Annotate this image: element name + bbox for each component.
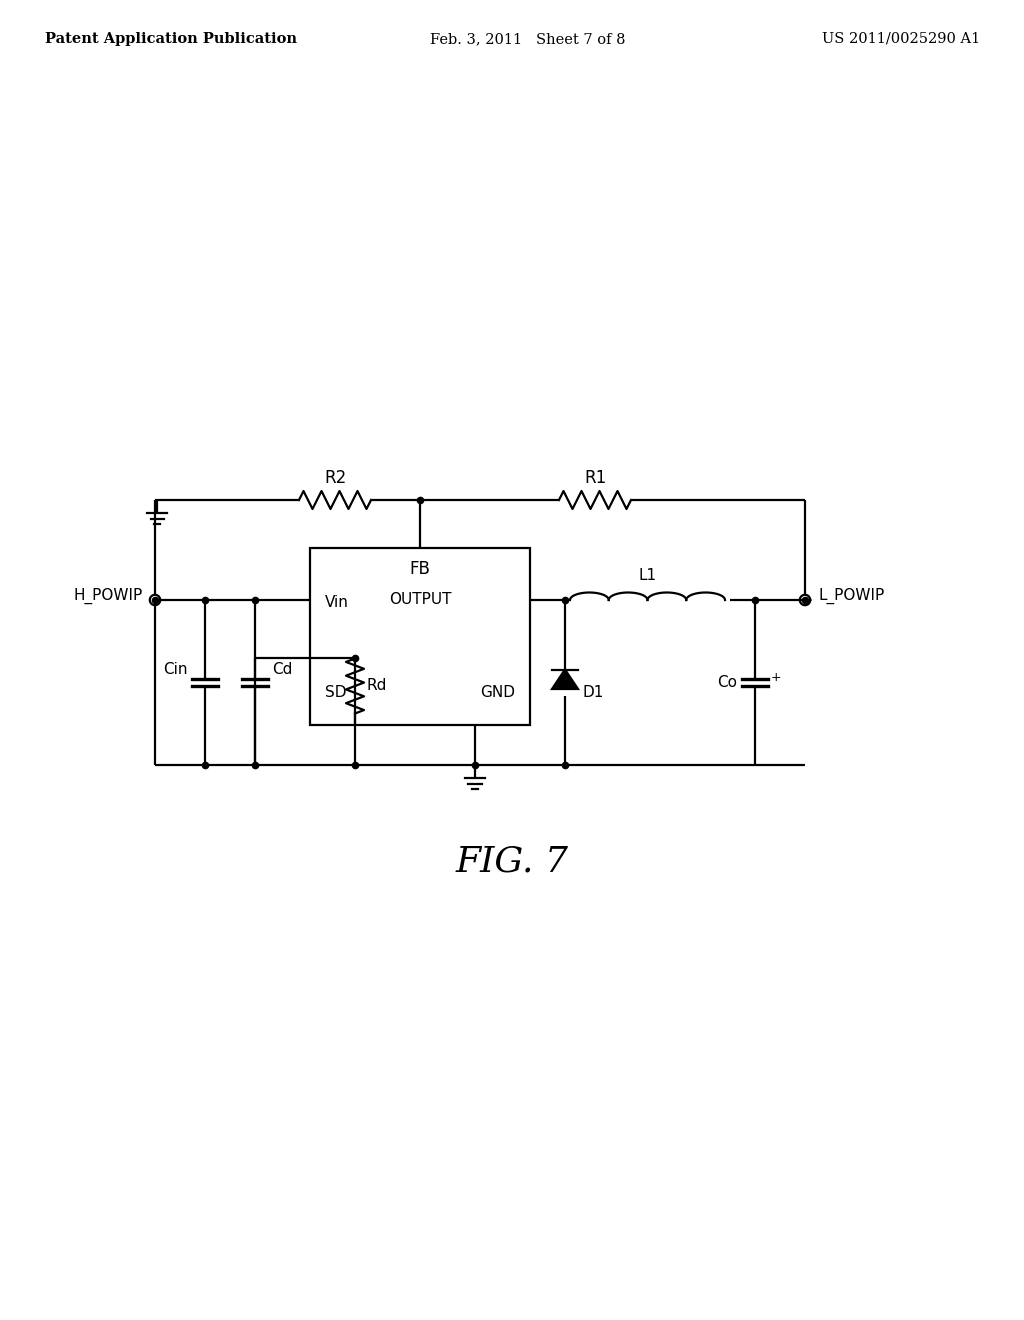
Text: Vin: Vin	[325, 595, 349, 610]
Text: Cd: Cd	[272, 661, 293, 676]
Text: FB: FB	[410, 560, 430, 578]
Text: US 2011/0025290 A1: US 2011/0025290 A1	[821, 32, 980, 46]
Text: Patent Application Publication: Patent Application Publication	[45, 32, 297, 46]
Text: D1: D1	[583, 685, 604, 700]
Text: Co: Co	[717, 675, 737, 690]
Text: GND: GND	[480, 685, 515, 700]
Text: Cin: Cin	[164, 661, 188, 676]
Text: L1: L1	[638, 568, 656, 583]
Text: R1: R1	[584, 469, 606, 487]
Text: L_POWIP: L_POWIP	[818, 587, 885, 605]
Text: FIG. 7: FIG. 7	[456, 845, 568, 879]
Text: Rd: Rd	[367, 678, 387, 693]
Text: OUTPUT: OUTPUT	[389, 591, 452, 607]
Text: H_POWIP: H_POWIP	[74, 587, 143, 605]
Text: R2: R2	[324, 469, 346, 487]
Text: +: +	[771, 671, 781, 684]
Bar	[310, 548, 530, 725]
Text: Feb. 3, 2011   Sheet 7 of 8: Feb. 3, 2011 Sheet 7 of 8	[430, 32, 626, 46]
Text: SD: SD	[325, 685, 346, 700]
Polygon shape	[552, 669, 578, 689]
